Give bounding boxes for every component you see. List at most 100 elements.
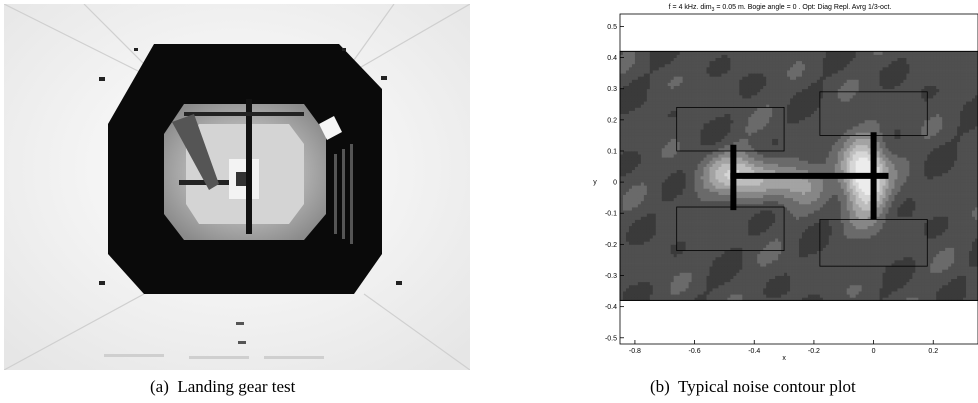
contour-cell — [685, 54, 690, 58]
contour-cell — [769, 263, 773, 267]
contour-cell — [640, 126, 645, 130]
contour-cell — [769, 70, 773, 74]
contour-cell — [640, 250, 645, 255]
contour-cell — [643, 91, 648, 96]
contour-cell — [772, 119, 776, 124]
contour-cell — [760, 94, 764, 99]
contour-cell — [688, 76, 692, 80]
contour-cell — [742, 85, 746, 90]
contour-cell — [640, 203, 645, 208]
contour-cell — [649, 259, 654, 264]
contour-cell — [715, 141, 719, 146]
contour-cell — [760, 266, 764, 270]
contour-cell — [736, 54, 740, 58]
contour-cell — [664, 113, 669, 118]
contour-cell — [748, 213, 752, 217]
contour-cell — [801, 182, 806, 186]
contour-cell — [760, 63, 764, 68]
contour-cell — [688, 66, 692, 71]
contour-cell — [754, 60, 758, 65]
contour-cell — [772, 225, 776, 230]
contour-cell — [775, 116, 779, 121]
contour-cell — [754, 113, 758, 118]
contour-cell — [637, 141, 642, 146]
contour-cell — [622, 141, 627, 146]
contour-cell — [733, 57, 737, 62]
contour-cell — [769, 203, 773, 208]
contour-cell — [742, 147, 746, 152]
contour-cell — [649, 284, 654, 289]
contour-cell — [745, 107, 749, 111]
contour-cell — [760, 194, 764, 199]
contour-cell — [658, 297, 663, 301]
contour-cell — [760, 166, 764, 171]
contour-cell — [736, 141, 740, 146]
contour-cell — [658, 188, 663, 192]
contour-cell — [784, 57, 788, 62]
contour-cell — [718, 63, 722, 68]
contour-cell — [706, 175, 710, 180]
contour-cell — [658, 197, 663, 202]
contour-cell — [766, 82, 770, 86]
contour-cell — [634, 259, 639, 264]
contour-cell — [801, 138, 806, 143]
contour-cell — [649, 85, 654, 90]
contour-cell — [724, 256, 728, 261]
contour-cell — [715, 284, 719, 289]
contour-cell — [685, 94, 690, 99]
contour-cell — [679, 259, 684, 264]
contour-cell — [787, 231, 791, 236]
contour-cell — [778, 144, 782, 149]
contour-cell — [643, 216, 648, 220]
contour-cell — [772, 231, 776, 236]
contour-cell — [757, 98, 761, 102]
contour-cell — [640, 147, 645, 152]
contour-cell — [652, 101, 657, 105]
contour-cell — [670, 294, 675, 298]
contour-cell — [670, 85, 675, 90]
contour-cell — [661, 194, 666, 199]
noise-contour-plot: f = 4 kHz. dim3 = 0.05 m. Bogie angle = … — [580, 0, 978, 370]
contour-cell — [799, 160, 803, 164]
contour-cell — [691, 200, 695, 205]
contour-cell — [646, 79, 651, 83]
contour-cell — [760, 263, 764, 267]
contour-cell — [754, 188, 758, 192]
contour-cell — [760, 122, 764, 127]
contour-cell — [697, 188, 701, 192]
contour-cell — [700, 175, 704, 180]
contour-cell — [793, 241, 797, 245]
contour-cell — [748, 266, 752, 270]
contour-cell — [631, 172, 636, 177]
contour-cell — [682, 228, 687, 233]
contour-cell — [727, 291, 731, 295]
contour-cell — [676, 203, 681, 208]
contour-cell — [625, 263, 630, 267]
contour-cell — [742, 110, 746, 115]
contour-cell — [724, 281, 728, 286]
contour-cell — [688, 110, 692, 115]
contour-cell — [757, 269, 761, 273]
contour-cell — [703, 116, 707, 121]
contour-cell — [655, 66, 660, 71]
contour-cell — [772, 200, 776, 205]
contour-cell — [751, 88, 755, 93]
contour-cell — [739, 79, 743, 83]
contour-cell — [625, 66, 630, 71]
contour-cell — [706, 98, 710, 102]
contour-cell — [634, 119, 639, 124]
contour-cell — [697, 98, 701, 102]
contour-cell — [700, 122, 704, 127]
contour-cell — [801, 269, 806, 273]
contour-cell — [697, 169, 701, 174]
contour-cell — [658, 60, 663, 65]
contour-cell — [661, 203, 666, 208]
contour-cell — [787, 200, 791, 205]
contour-cell — [784, 79, 788, 83]
contour-cell — [694, 281, 698, 286]
contour-cell — [649, 51, 654, 55]
contour-cell — [781, 207, 785, 211]
contour-cell — [700, 263, 704, 267]
contour-cell — [778, 179, 782, 183]
contour-cell — [760, 160, 764, 164]
